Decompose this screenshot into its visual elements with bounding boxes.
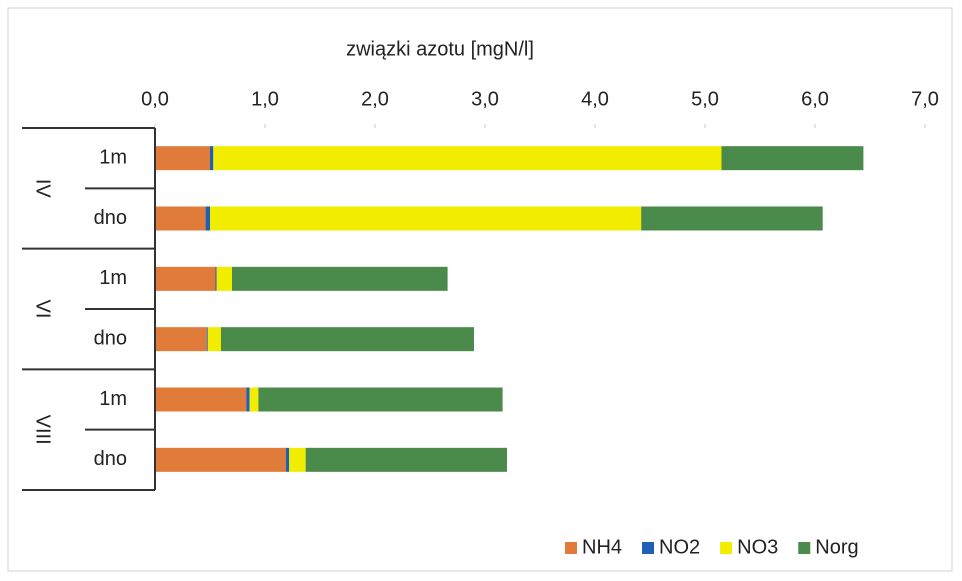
category-label: 1m: [99, 388, 127, 410]
x-tick-label: 6,0: [801, 88, 829, 110]
bar-segment: [232, 266, 448, 291]
legend-swatch: [642, 542, 655, 554]
category-label: dno: [94, 207, 127, 229]
group-label: IV: [32, 179, 54, 199]
group-label: VIII: [32, 415, 54, 445]
x-tick-label: 0,0: [141, 88, 169, 110]
legend-swatch: [565, 542, 577, 554]
category-label: 1m: [99, 146, 127, 168]
bar-segment: [289, 447, 306, 472]
bar-segment: [210, 206, 642, 231]
x-tick-label: 1,0: [251, 88, 279, 110]
bar-segment: [246, 387, 250, 412]
bar-segment: [285, 447, 290, 472]
bar-segment: [155, 387, 247, 412]
legend-label: NH4: [582, 536, 622, 558]
legend-label: NO2: [659, 536, 700, 558]
bar-segment: [213, 146, 722, 171]
legend-label: Norg: [815, 536, 858, 558]
bar-segment: [155, 146, 210, 171]
bar-segment: [305, 447, 507, 472]
bar-segment: [215, 266, 217, 291]
group-label: VI: [32, 300, 54, 319]
legend-label: NO3: [737, 536, 778, 558]
chart-title: związki azotu [mgN/l]: [346, 38, 534, 60]
bar-segment: [221, 327, 474, 352]
bar-segment: [210, 146, 214, 171]
x-tick-label: 5,0: [691, 88, 719, 110]
x-tick-label: 7,0: [911, 88, 939, 110]
x-tick-label: 3,0: [471, 88, 499, 110]
bar-segment: [249, 387, 259, 412]
category-label: dno: [94, 327, 127, 349]
x-tick-label: 2,0: [361, 88, 389, 110]
legend-swatch: [798, 542, 811, 554]
bar-segment: [641, 206, 823, 231]
legend-swatch: [720, 542, 733, 554]
x-tick-label: 4,0: [581, 88, 609, 110]
bar-segment: [207, 327, 221, 352]
category-label: 1m: [99, 267, 127, 289]
bar-segment: [216, 266, 232, 291]
bar-segment: [155, 206, 206, 231]
bar-segment: [155, 327, 207, 352]
bar-segment: [721, 146, 864, 171]
bar-segment: [206, 327, 208, 352]
category-label: dno: [94, 448, 127, 470]
bar-segment: [258, 387, 503, 412]
bar-segment: [155, 266, 216, 291]
bar-segment: [205, 206, 210, 231]
bar-segment: [155, 447, 286, 472]
